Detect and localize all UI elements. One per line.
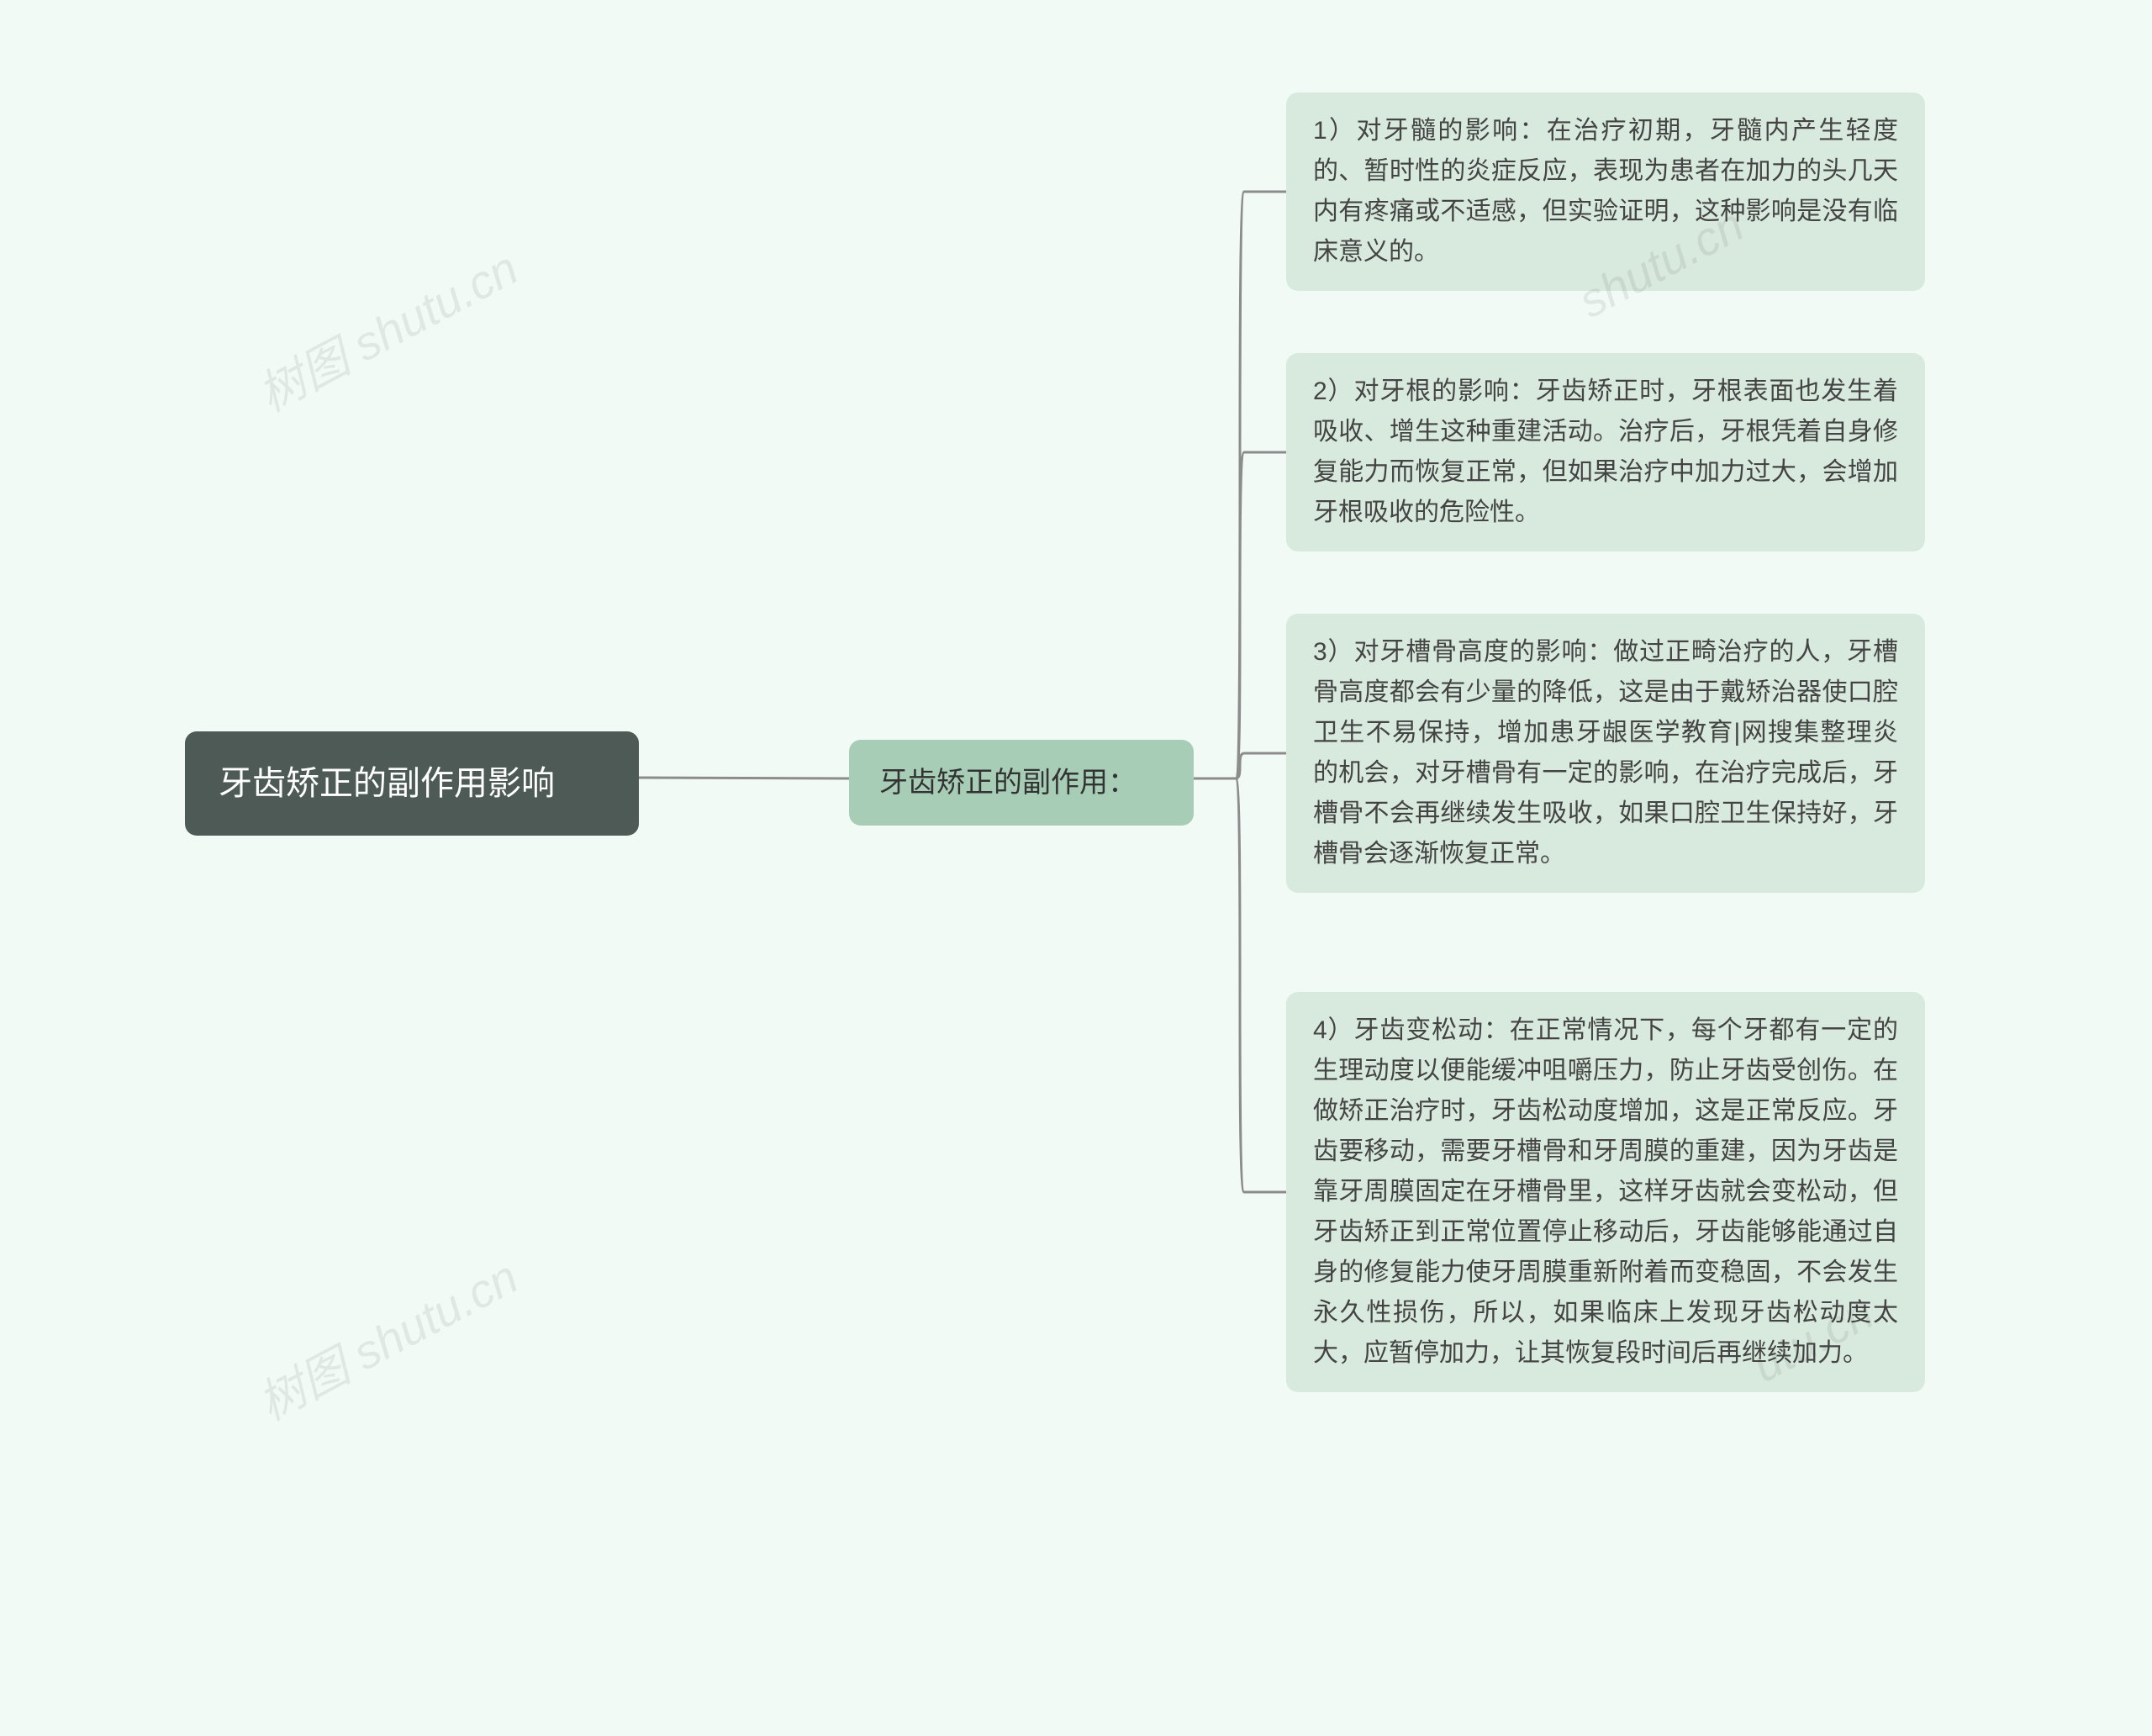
- leaf-text: 4）牙齿变松动：在正常情况下，每个牙都有一定的生理动度以便能缓冲咀嚼压力，防止牙…: [1313, 1016, 1898, 1367]
- leaf-text: 3）对牙槽骨高度的影响：做过正畸治疗的人，牙槽骨高度都会有少量的降低，这是由于戴…: [1313, 638, 1898, 868]
- leaf-text: 2）对牙根的影响：牙齿矫正时，牙根表面也发生着吸收、增生这种重建活动。治疗后，牙…: [1313, 377, 1898, 526]
- root-node: 牙齿矫正的副作用影响: [185, 731, 639, 836]
- leaf-node: 3）对牙槽骨高度的影响：做过正畸治疗的人，牙槽骨高度都会有少量的降低，这是由于戴…: [1286, 614, 1925, 893]
- leaf-node: 4）牙齿变松动：在正常情况下，每个牙都有一定的生理动度以便能缓冲咀嚼压力，防止牙…: [1286, 992, 1925, 1392]
- mindmap-canvas: 牙齿矫正的副作用影响 牙齿矫正的副作用： 1）对牙髓的影响：在治疗初期，牙髓内产…: [0, 0, 2152, 1736]
- leaf-node: 1）对牙髓的影响：在治疗初期，牙髓内产生轻度的、暂时性的炎症反应，表现为患者在加…: [1286, 92, 1925, 291]
- level1-node: 牙齿矫正的副作用：: [849, 740, 1194, 826]
- leaf-node: 2）对牙根的影响：牙齿矫正时，牙根表面也发生着吸收、增生这种重建活动。治疗后，牙…: [1286, 353, 1925, 551]
- leaf-text: 1）对牙髓的影响：在治疗初期，牙髓内产生轻度的、暂时性的炎症反应，表现为患者在加…: [1313, 117, 1898, 266]
- watermark: 树图 shutu.cn: [245, 1240, 529, 1434]
- level1-label: 牙齿矫正的副作用：: [879, 767, 1137, 799]
- root-label: 牙齿矫正的副作用影响: [219, 765, 555, 802]
- watermark: 树图 shutu.cn: [245, 231, 529, 425]
